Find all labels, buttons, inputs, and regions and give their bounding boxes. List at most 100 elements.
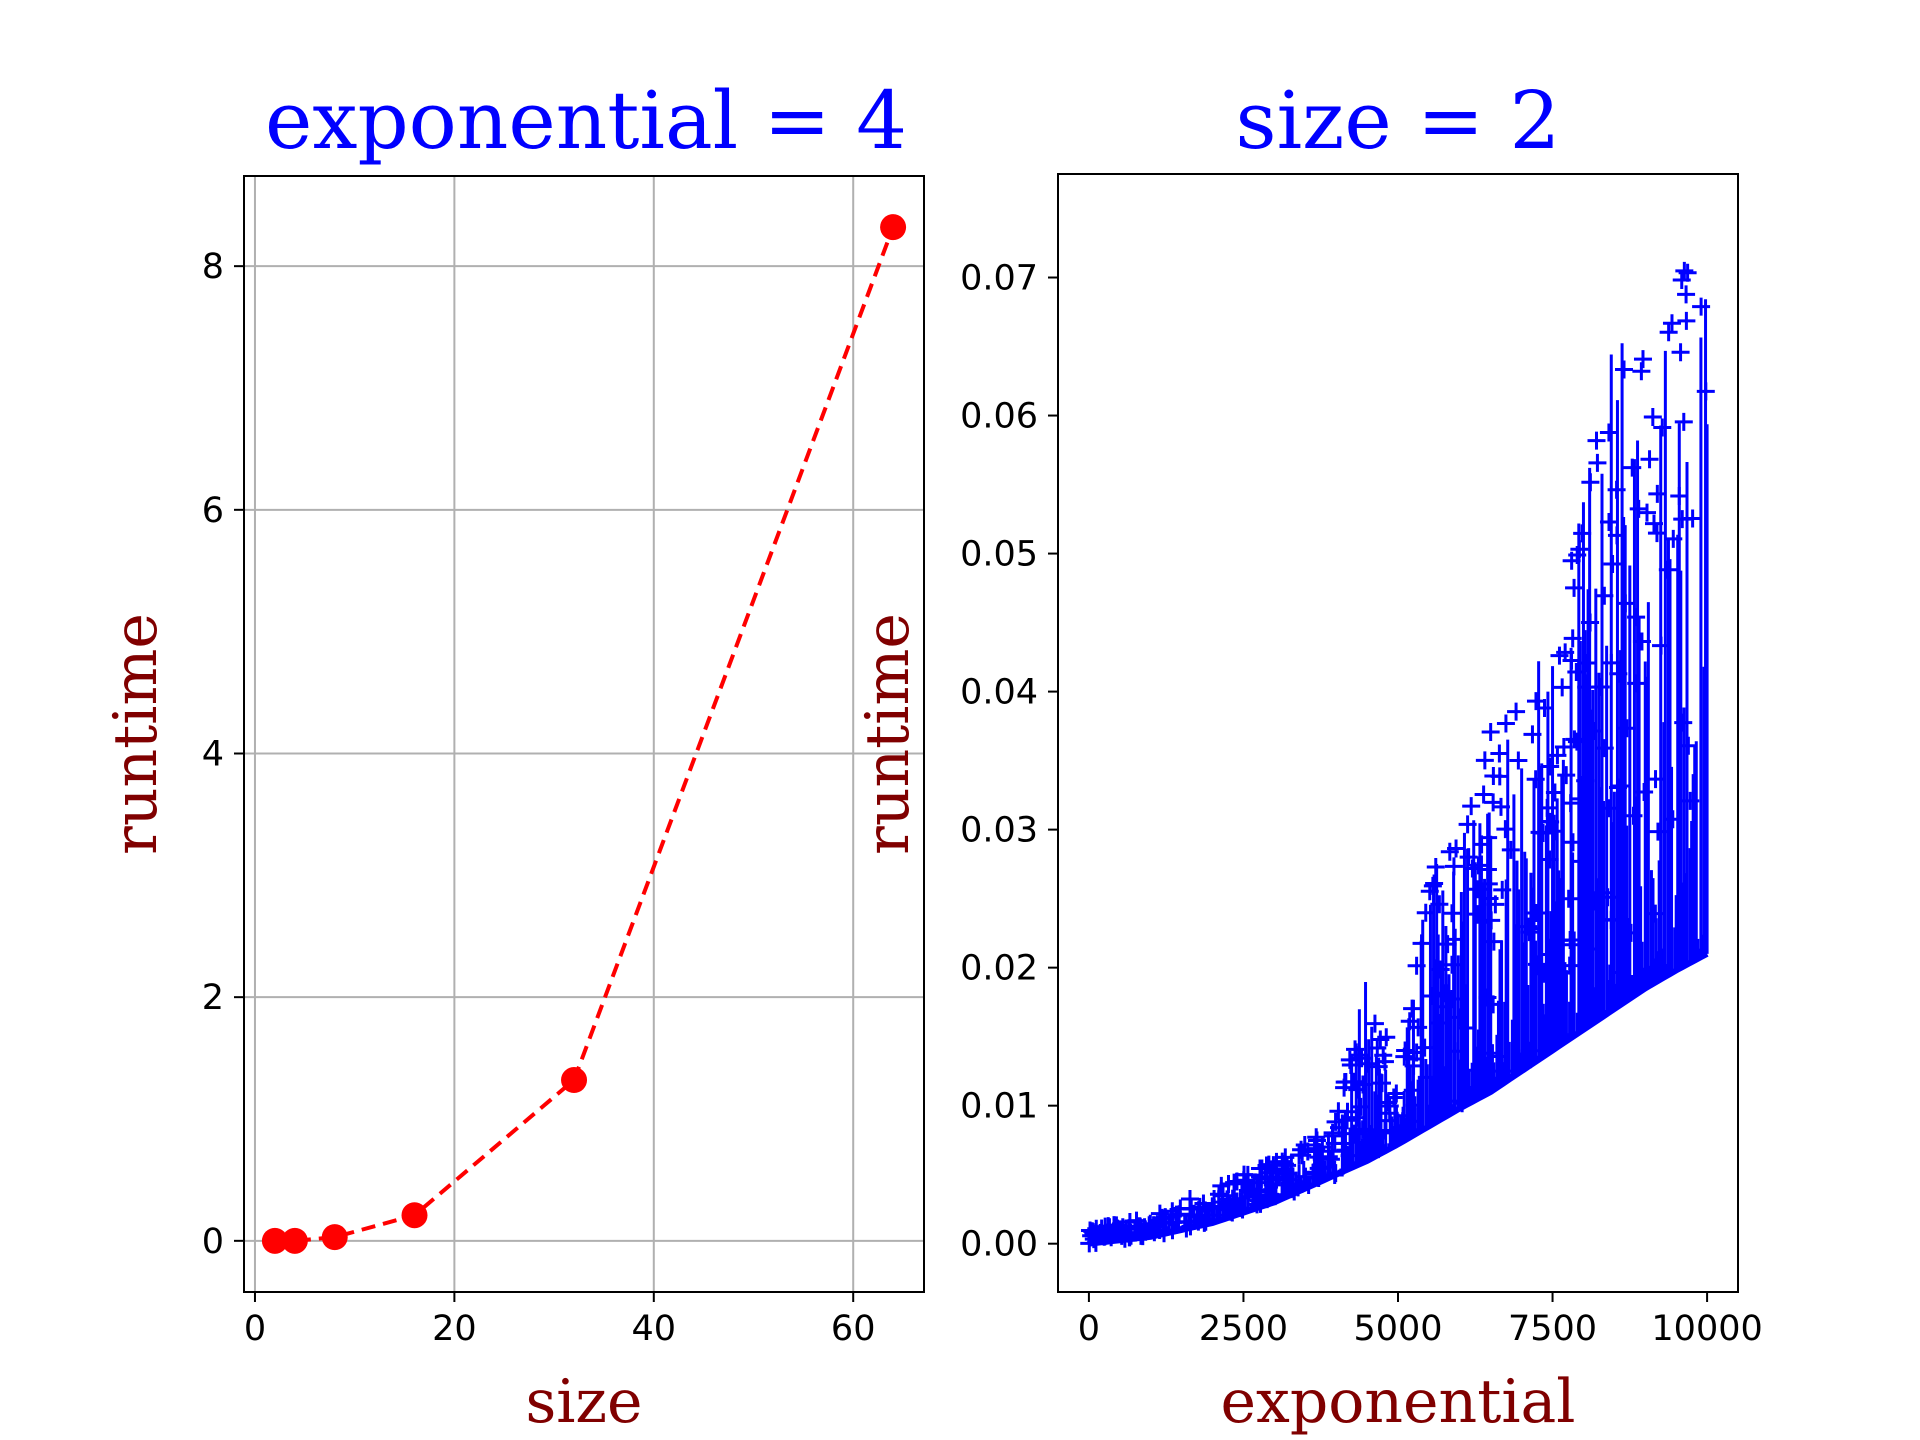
right-data-point <box>1541 812 1560 831</box>
right-data-point <box>1588 453 1607 472</box>
right-data-point <box>1407 956 1426 975</box>
right-data-point <box>1577 654 1596 673</box>
left-grid <box>244 176 924 1292</box>
right-data-point <box>1607 526 1626 545</box>
right-lower-envelope <box>1088 951 1709 1247</box>
right-data-point <box>1352 1049 1371 1068</box>
right-data-point <box>1663 810 1682 829</box>
right-data-point <box>1431 960 1450 979</box>
right-data-point <box>1446 1042 1465 1061</box>
right-data-point <box>1344 1072 1363 1091</box>
right-data-point <box>1401 1112 1420 1131</box>
right-data-point <box>1603 555 1622 574</box>
right-data-point <box>1562 551 1581 570</box>
right-data-point <box>1384 1088 1403 1107</box>
right-data-point <box>1632 632 1651 651</box>
right-data-point <box>1670 486 1689 505</box>
left-data-point <box>281 1227 308 1254</box>
right-data-point <box>1405 1096 1424 1115</box>
right-data-point <box>1482 911 1501 930</box>
right-data-point <box>1412 934 1431 953</box>
right-data-point <box>1696 382 1715 401</box>
left-x-tick-label: 20 <box>432 1309 477 1349</box>
left-data-point <box>880 214 907 241</box>
left-series-line <box>274 226 895 1243</box>
right-data-point <box>1347 1108 1366 1127</box>
right-data-point <box>1595 586 1614 605</box>
right-data-point <box>1615 360 1634 379</box>
right-data-point <box>1653 418 1672 437</box>
right-data-point <box>1632 362 1651 381</box>
right-data-point <box>1526 692 1545 711</box>
right-y-tick-label: 0.01 <box>960 1087 1038 1127</box>
right-data-point <box>1573 524 1592 543</box>
right-data-point <box>1353 1075 1372 1094</box>
right-data-point <box>1595 739 1614 758</box>
right-data-point <box>1563 833 1582 852</box>
left-panel: exponential = 4 0 20 40 60 0 2 4 6 8 size runtim… <box>101 74 925 1437</box>
right-data-point <box>1290 1146 1309 1164</box>
left-y-tick-label: 4 <box>202 734 224 774</box>
right-data-point <box>1442 904 1461 923</box>
left-data-point <box>261 1227 288 1254</box>
left-data-point <box>321 1224 348 1251</box>
right-data-point <box>1635 782 1654 801</box>
right-data-point <box>1440 842 1459 861</box>
right-y-tick-label: 0.02 <box>960 949 1038 989</box>
left-y-tick-label: 0 <box>202 1222 224 1262</box>
right-data-point <box>1581 473 1600 492</box>
right-data-point <box>1478 860 1497 879</box>
right-data-point <box>1420 882 1439 901</box>
right-data-point <box>1602 653 1621 672</box>
right-data-point <box>1426 857 1445 876</box>
right-data-point <box>1692 297 1711 316</box>
right-data-point <box>1526 770 1545 789</box>
left-x-tick-label: 60 <box>831 1309 876 1349</box>
right-data-point <box>1213 1193 1232 1212</box>
right-data-point <box>1375 1052 1394 1071</box>
right-data-point <box>1662 314 1681 333</box>
left-chart-title: exponential = 4 <box>265 74 907 167</box>
right-data-point <box>1338 1102 1357 1121</box>
right-data-point <box>1652 636 1671 655</box>
right-data-point <box>1154 1214 1173 1233</box>
right-data-point <box>1110 1220 1129 1239</box>
right-data-point <box>1612 777 1631 796</box>
right-data-point <box>1612 963 1631 982</box>
right-data-point <box>1323 1123 1342 1142</box>
right-data-point <box>1167 1205 1186 1224</box>
right-data-point <box>1519 917 1538 936</box>
right-data-point <box>1390 1124 1409 1143</box>
right-data-point <box>1484 932 1503 951</box>
right-data-point <box>1490 744 1509 763</box>
right-data-point <box>1638 503 1656 522</box>
right-data-point <box>1321 1150 1340 1169</box>
right-data-point <box>1646 770 1665 789</box>
right-data-point <box>1584 892 1603 911</box>
right-data-point <box>1395 1047 1414 1066</box>
left-series <box>261 214 907 1254</box>
right-data-point <box>1404 1056 1423 1075</box>
right-data-point <box>1609 778 1628 797</box>
right-data-point <box>1417 1068 1436 1087</box>
left-x-tick-label: 40 <box>632 1309 677 1349</box>
right-data-point <box>1530 823 1549 842</box>
right-y-tick-label: 0.05 <box>960 535 1038 575</box>
right-data-point <box>1598 888 1617 907</box>
right-x-tick-label: 2500 <box>1199 1309 1288 1349</box>
right-data-point <box>1607 480 1626 499</box>
right-data-point <box>1570 789 1589 808</box>
right-data-point <box>1643 407 1662 426</box>
right-data-point <box>1576 771 1595 790</box>
right-data-point <box>1478 988 1497 1007</box>
right-data-point <box>1491 797 1510 816</box>
right-data-point <box>1587 431 1606 450</box>
right-data-point <box>1616 594 1635 613</box>
right-y-tick-label: 0.06 <box>960 397 1038 437</box>
right-data-point <box>1450 1008 1469 1027</box>
right-data-point <box>1309 1148 1328 1167</box>
right-data-point <box>1305 1164 1324 1183</box>
right-data-point <box>1430 895 1449 914</box>
right-data-point <box>1567 732 1586 751</box>
left-y-axis-label: runtime <box>101 613 171 855</box>
